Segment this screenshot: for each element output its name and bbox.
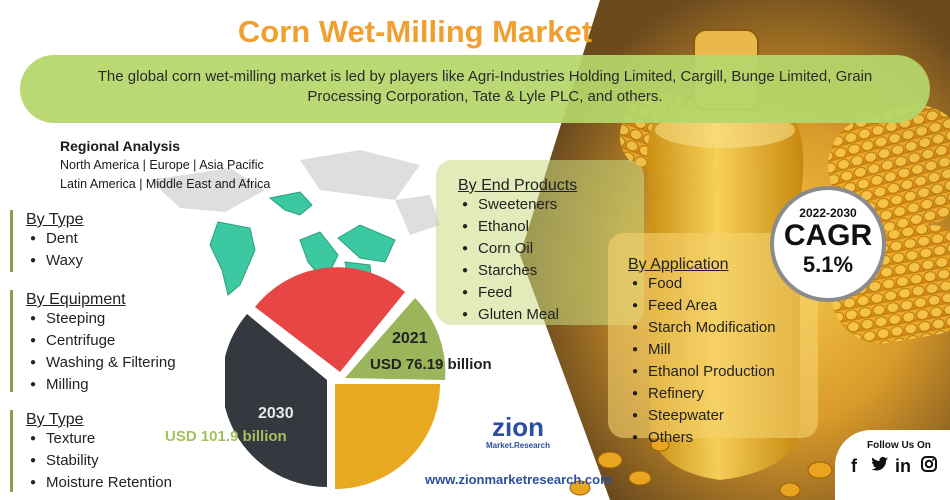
application-item: Food [628, 274, 818, 296]
application-item: Steepwater [628, 406, 818, 428]
twitter-icon[interactable] [871, 456, 889, 477]
application-box: By Application Food Feed Area Starch Mod… [608, 233, 818, 446]
cagr-badge: 2022-2030 CAGR 5.1% [770, 186, 886, 302]
segment-item: Stability [26, 451, 172, 473]
year-2021-label: 2021 [392, 330, 428, 347]
segment-item: Steeping [26, 309, 176, 331]
segment-item: Centrifuge [26, 331, 176, 353]
application-item: Starch Modification [628, 318, 818, 340]
website-link[interactable]: www.zionmarketresearch.com [425, 472, 612, 487]
segment-title: By Type [26, 211, 84, 228]
end-product-item: Ethanol [458, 217, 644, 239]
end-product-item: Gluten Meal [458, 305, 644, 327]
segment-item: Texture [26, 429, 172, 451]
segment-item: Moisture Retention [26, 473, 172, 495]
segment-item: Dent [26, 229, 84, 251]
application-item: Refinery [628, 384, 818, 406]
zion-logo: zion Market.Research [485, 412, 551, 450]
facebook-icon[interactable]: f [851, 456, 857, 476]
pie-slice-green [345, 298, 446, 380]
application-item: Ethanol Production [628, 362, 818, 384]
end-products-title: By End Products [458, 177, 578, 194]
segment-by-type: By Type Dent Waxy [10, 210, 84, 272]
follow-us-title: Follow Us On [867, 440, 931, 451]
year-2030-label: 2030 [258, 405, 294, 422]
end-product-item: Corn Oil [458, 239, 644, 261]
pie-slice-dark [225, 314, 327, 487]
summary-banner [20, 55, 930, 123]
application-item: Mill [628, 340, 818, 362]
instagram-icon[interactable] [921, 456, 937, 477]
segment-item: Waxy [26, 251, 84, 273]
follow-us-panel: Follow Us On f in [835, 430, 950, 500]
application-title: By Application [628, 256, 729, 273]
cagr-years: 2022-2030 [799, 206, 857, 220]
segment-item: Milling [26, 375, 176, 397]
end-product-item: Feed [458, 283, 644, 305]
value-2030-label: USD 101.9 billion [165, 428, 287, 445]
page-title: Corn Wet-Milling Market [237, 14, 593, 49]
end-product-item: Sweeteners [458, 195, 644, 217]
segment-item: Washing & Filtering [26, 353, 176, 375]
end-product-item: Starches [458, 261, 644, 283]
summary-text: The global corn wet-milling market is le… [97, 68, 873, 105]
segment-title: By Equipment [26, 291, 126, 308]
application-item: Others [628, 428, 818, 450]
pie-slice-yellow [335, 384, 440, 489]
linkedin-icon[interactable]: in [895, 456, 911, 476]
cagr-label: CAGR [783, 219, 873, 252]
regional-line-2: Latin America | Middle East and Africa [60, 177, 271, 191]
regional-line-1: North America | Europe | Asia Pacific [60, 158, 264, 172]
cagr-value: 5.1% [802, 252, 854, 277]
regional-analysis-title: Regional Analysis [60, 138, 181, 154]
application-item: Feed Area [628, 296, 818, 318]
segment-title: By Type [26, 411, 84, 428]
value-2021-label: USD 76.19 billion [370, 356, 492, 373]
pie-slice-red [255, 267, 405, 372]
segment-by-type-2: By Type Texture Stability Moisture Reten… [10, 410, 172, 492]
market-pie [225, 267, 446, 489]
segment-by-equipment: By Equipment Steeping Centrifuge Washing… [10, 290, 176, 393]
